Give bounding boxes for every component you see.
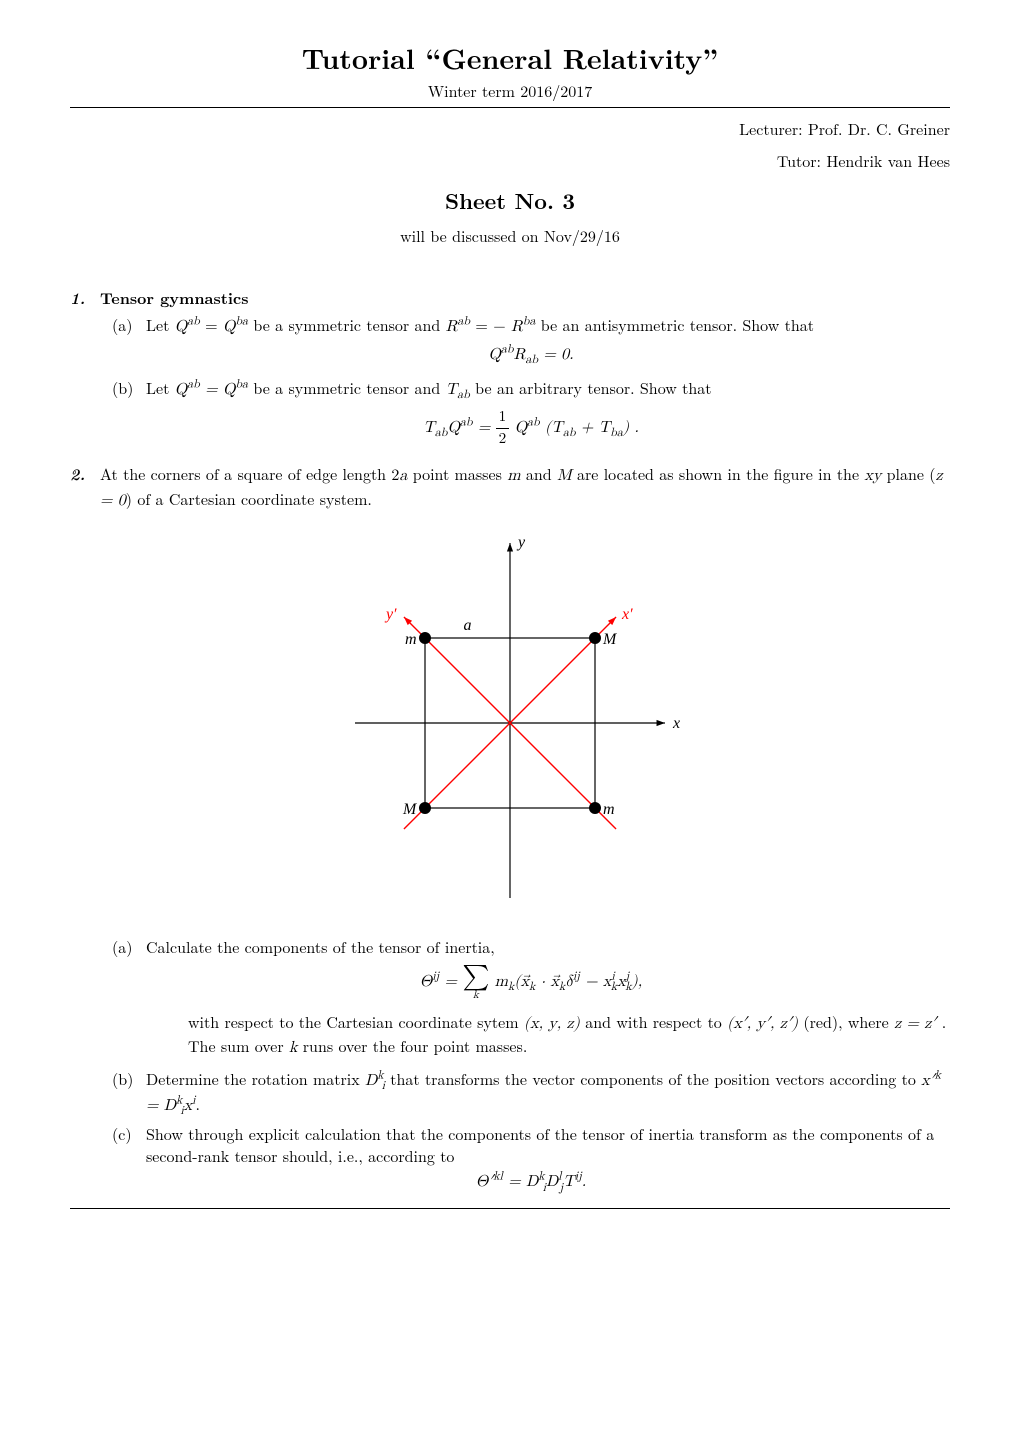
lecturer-line: Lecturer: Prof. Dr. C. Greiner xyxy=(70,118,950,140)
svg-text:m: m xyxy=(603,801,615,818)
problem-1b-text: Let Qab = Qba be a symmetric tensor and … xyxy=(146,377,711,402)
problem-2b-label: (b) xyxy=(112,1068,138,1090)
figure-svg: x y x′ y′ a m M Mm xyxy=(310,518,710,918)
problem-2b-text: Determine the rotation matrix Dki that t… xyxy=(146,1068,950,1117)
svg-text:x′: x′ xyxy=(621,606,633,623)
sheet-number: Sheet No. 3 xyxy=(70,186,950,216)
problem-1b: (b) Let Qab = Qba be a symmetric tensor … xyxy=(112,377,950,402)
problem-1-number: 1. xyxy=(70,287,92,309)
problem-2c-label: (c) xyxy=(112,1123,138,1145)
svg-text:m: m xyxy=(405,631,417,648)
problem-2a-equation: Θij = ∑ k mk(x⃗k · x⃗kδij − xikxjk), xyxy=(112,964,950,1001)
tutor-line: Tutor: Hendrik van Hees xyxy=(70,150,950,172)
svg-text:a: a xyxy=(464,617,472,634)
problem-2c-text: Show through explicit calculation that t… xyxy=(146,1123,950,1166)
problem-1: 1. Tensor gymnastics (a) Let Qab = Qba b… xyxy=(70,287,950,449)
discussion-date: will be discussed on Nov/29/16 xyxy=(70,225,950,247)
problem-2b: (b) Determine the rotation matrix Dki th… xyxy=(112,1068,950,1117)
problem-1b-equation: TabQab = 1 2 Qab (Tab + Tba) . xyxy=(112,407,950,449)
svg-text:x: x xyxy=(672,715,680,732)
problem-2-figure: x y x′ y′ a m M Mm xyxy=(70,518,950,918)
problem-2c: (c) Show through explicit calculation th… xyxy=(112,1123,950,1166)
page-subtitle: Winter term 2016/2017 xyxy=(70,80,950,102)
problem-2-number: 2. xyxy=(70,463,92,485)
problem-2a-text: Calculate the components of the tensor o… xyxy=(146,936,495,958)
problem-1a-label: (a) xyxy=(112,314,138,336)
divider-bottom xyxy=(70,1208,950,1209)
problem-2a: (a) Calculate the components of the tens… xyxy=(112,936,950,958)
problem-2a-note: with respect to the Cartesian coordinate… xyxy=(188,1011,950,1060)
svg-text:M: M xyxy=(602,631,618,648)
problem-2a-label: (a) xyxy=(112,936,138,958)
divider-top xyxy=(70,107,950,108)
problem-1a-text: Let Qab = Qba be a symmetric tensor and … xyxy=(146,314,814,339)
problem-2-text: At the corners of a square of edge lengt… xyxy=(100,463,950,512)
svg-text:M: M xyxy=(402,801,418,818)
problem-1b-label: (b) xyxy=(112,377,138,399)
problem-1a: (a) Let Qab = Qba be a symmetric tensor … xyxy=(112,314,950,339)
svg-text:y: y xyxy=(516,534,526,551)
problem-2c-equation: Θ′kl = DkiDljTij. xyxy=(112,1172,950,1194)
page-title: Tutorial “General Relativity” xyxy=(70,40,950,78)
problem-1a-equation: QabRab = 0. xyxy=(112,345,950,367)
problem-2: 2. At the corners of a square of edge le… xyxy=(70,463,950,1194)
problem-1-title: Tensor gymnastics xyxy=(100,287,248,309)
svg-text:y′: y′ xyxy=(384,606,397,623)
